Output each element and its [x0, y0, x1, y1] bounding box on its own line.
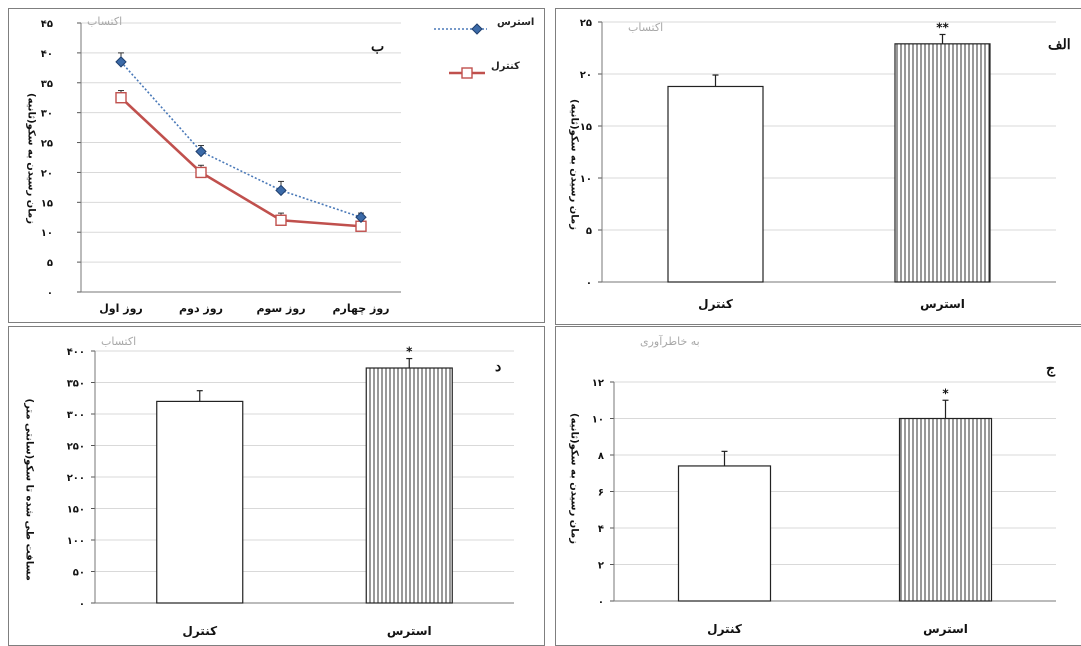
significance-marker: ** [936, 20, 949, 34]
bar [667, 85, 764, 283]
panel-letter: الف [1048, 37, 1071, 53]
y-tick-label: ۲۰ [580, 70, 592, 81]
panel-line-chart: ۰ ۵ ۱۰ ۱۵ ۲۰ ۲۵ ۳۰ ۳۵ ۴۰ ۴۵ روز اول روز دوم روز سوم ر… [8, 8, 545, 323]
data-point-diamond [195, 145, 207, 158]
legend-label-stress: استرس [497, 17, 535, 28]
bar-chart-dal-svg: ۰ ۵۰ ۱۰۰ ۱۵۰ ۲۰۰ ۲۵۰ ۳۰۰ ۳۵۰ ۴۰۰ کنترل * استرس [67, 345, 514, 638]
y-axis-label: زمان رسیدن به سکو(ثانیه) [568, 413, 580, 544]
y-tick-label: ۱۰ [41, 228, 53, 239]
y-tick-label: ۵۰ [73, 568, 85, 579]
y-tick-label: ۴۰۰ [67, 347, 85, 358]
y-tick-label: ۰ [586, 278, 592, 289]
x-category-label: کنترل [182, 624, 217, 638]
y-tick-label: ۱۰۰ [67, 536, 85, 547]
bar [894, 43, 991, 283]
x-category-label: روز سوم [256, 302, 305, 315]
series-line-stress [120, 61, 362, 219]
y-tick-label: ۱۲ [592, 378, 604, 389]
data-point-diamond [275, 184, 287, 197]
legend-label-control: کنترل [491, 61, 520, 72]
significance-marker: * [406, 345, 413, 359]
y-tick-label: ۱۰ [592, 415, 604, 426]
x-category-label: استرس [387, 624, 432, 638]
data-point-square [195, 166, 207, 179]
legend-marker-control [461, 67, 473, 79]
y-tick-label: ۱۵ [580, 122, 592, 133]
y-tick-label: ۰ [79, 599, 85, 610]
data-point-diamond [115, 56, 127, 68]
y-axis-label: زمان رسیدن به سکو(ثانیه) [568, 99, 580, 230]
watermark-label: اکتساب [87, 15, 123, 28]
watermark-label: اکتساب [101, 335, 137, 348]
series-line-control [120, 96, 362, 228]
panel-bar-chart-alef: ۰ ۵ ۱۰ ۱۵ ۲۰ ۲۵ کنترل ** استرس اکتساب الف زمان ر… [555, 8, 1081, 325]
data-point-square [115, 92, 127, 104]
y-axis-label: زمان رسیدن به سکو(ثانیه) [25, 93, 37, 224]
y-axis-label: مسافت طی شده تا سکو(سانتی متر) [23, 398, 35, 581]
x-category-label: استرس [923, 622, 968, 636]
panel-letter: د [495, 359, 502, 375]
y-tick-label: ۴ [598, 524, 604, 535]
panel-bar-chart-jim: ۰ ۲ ۴ ۶ ۸ ۱۰ ۱۲ کنترل * استرس به خاطرآوری ج زمان … [555, 326, 1081, 646]
x-category-label: استرس [920, 297, 965, 311]
y-tick-label: ۲ [598, 561, 604, 572]
y-tick-label: ۳۵ [41, 79, 53, 90]
y-tick-label: ۴۰ [41, 49, 53, 60]
x-category-label: کنترل [707, 622, 742, 636]
y-tick-label: ۲۵ [41, 139, 53, 150]
y-tick-label: ۳۰۰ [67, 410, 85, 421]
y-tick-label: ۶ [598, 488, 604, 499]
y-tick-label: ۳۰ [41, 109, 53, 120]
y-tick-label: ۲۰۰ [67, 473, 85, 484]
bar [898, 417, 993, 602]
y-tick-label: ۵ [586, 226, 592, 237]
y-tick-label: ۰ [47, 288, 53, 299]
line-chart-svg: ۰ ۵ ۱۰ ۱۵ ۲۰ ۲۵ ۳۰ ۳۵ ۴۰ ۴۵ روز اول روز دوم روز سوم ر… [41, 19, 487, 315]
y-tick-label: ۵ [47, 258, 53, 269]
x-category-label: کنترل [698, 297, 733, 311]
significance-marker: * [942, 386, 949, 400]
panel-letter: ج [1046, 361, 1056, 377]
bar-chart-jim-svg: ۰ ۲ ۴ ۶ ۸ ۱۰ ۱۲ کنترل * استرس [592, 378, 1056, 636]
bar [365, 367, 453, 604]
y-tick-label: ۲۰ [41, 168, 53, 179]
x-category-label: روز اول [99, 302, 142, 315]
data-point-square [275, 214, 287, 226]
panel-letter: ب [371, 39, 385, 55]
panel-bar-chart-dal: ۰ ۵۰ ۱۰۰ ۱۵۰ ۲۰۰ ۲۵۰ ۳۰۰ ۳۵۰ ۴۰۰ کنترل * استرس اکتس… [8, 326, 545, 646]
watermark-label: به خاطرآوری [640, 335, 700, 348]
y-tick-label: ۳۵۰ [67, 379, 85, 390]
y-tick-label: ۴۵ [41, 19, 53, 30]
bar [677, 465, 772, 602]
legend-marker-stress [471, 23, 483, 35]
watermark-label: اکتساب [628, 21, 664, 34]
x-category-label: روز دوم [179, 302, 223, 315]
bar-chart-alef-svg: ۰ ۵ ۱۰ ۱۵ ۲۰ ۲۵ کنترل ** استرس [580, 18, 1056, 311]
x-category-label: روز چهارم [332, 302, 389, 315]
y-tick-label: ۱۵۰ [67, 505, 85, 516]
y-tick-label: ۲۵ [580, 18, 592, 29]
y-tick-label: ۸ [598, 451, 604, 462]
bar [156, 400, 244, 604]
y-tick-label: ۰ [598, 597, 604, 608]
y-tick-label: ۲۵۰ [67, 442, 85, 453]
data-point-diamond [355, 211, 367, 223]
y-tick-label: ۱۰ [580, 174, 592, 185]
y-tick-label: ۱۵ [41, 198, 53, 209]
